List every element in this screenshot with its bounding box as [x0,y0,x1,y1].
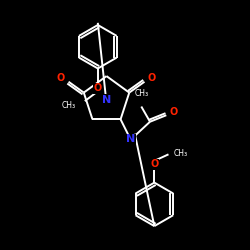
Text: CH₃: CH₃ [134,89,148,98]
Text: N: N [126,134,135,144]
Text: O: O [170,107,178,117]
Text: O: O [94,83,102,93]
Text: O: O [57,74,65,84]
Text: CH₃: CH₃ [62,101,76,110]
Text: N: N [102,95,111,105]
Text: O: O [148,74,156,84]
Text: CH₃: CH₃ [174,149,188,158]
Text: O: O [150,159,158,169]
